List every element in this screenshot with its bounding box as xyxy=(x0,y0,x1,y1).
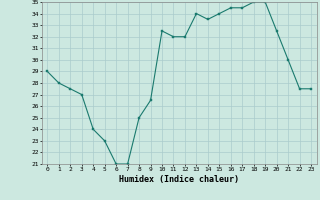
X-axis label: Humidex (Indice chaleur): Humidex (Indice chaleur) xyxy=(119,175,239,184)
